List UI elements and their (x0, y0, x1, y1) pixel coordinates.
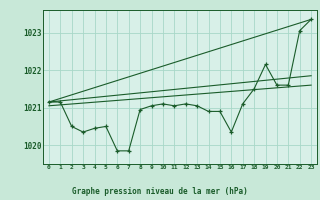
Text: Graphe pression niveau de la mer (hPa): Graphe pression niveau de la mer (hPa) (72, 187, 248, 196)
